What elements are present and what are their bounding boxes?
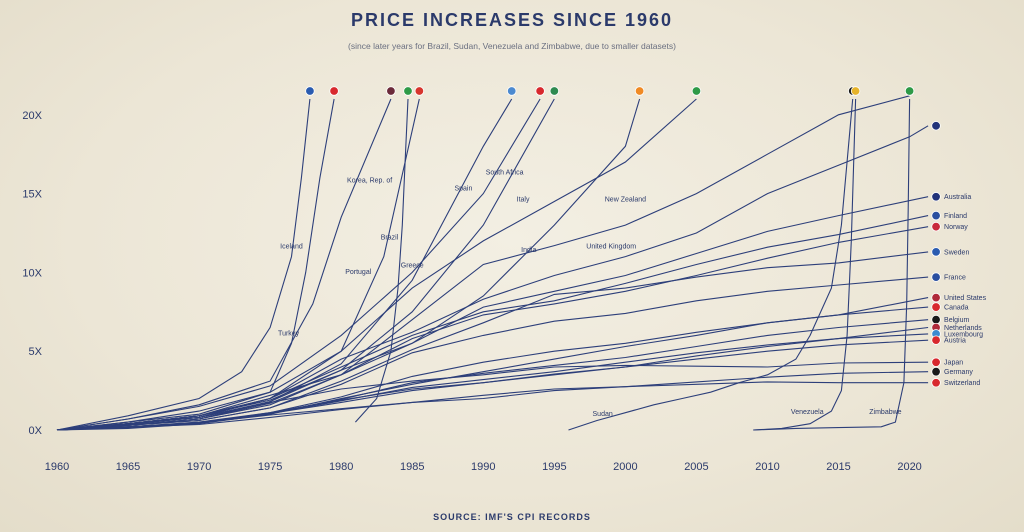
flag-icon	[931, 192, 941, 202]
x-tick-label: 1995	[542, 461, 566, 473]
series-line	[56, 276, 929, 431]
flag-icon	[931, 272, 941, 282]
series-end-label: Australia	[944, 194, 971, 201]
x-tick-label: 1980	[329, 461, 353, 473]
series-inline-label: Venezuela	[791, 409, 824, 416]
x-tick-label: 1970	[187, 461, 211, 473]
flag-icon	[931, 292, 941, 303]
flag-icon	[535, 86, 545, 96]
flag-icon	[329, 86, 339, 96]
flag-icon	[634, 86, 645, 96]
y-tick-label: 0X	[29, 425, 43, 437]
flag-icon	[904, 86, 915, 96]
y-tick-label: 5X	[29, 346, 43, 358]
flag-icon	[931, 378, 941, 388]
series-inline-label: South Africa	[486, 170, 524, 177]
x-tick-label: 2010	[755, 461, 779, 473]
flag-icon	[507, 86, 517, 96]
flag-icon	[850, 86, 861, 96]
flag-icon	[931, 247, 941, 257]
series-inline-label: United Kingdom	[586, 244, 636, 251]
series-inline-label: Spain	[454, 185, 472, 192]
series-inline-label: Korea, Rep. of	[347, 178, 392, 185]
flag-icon	[386, 86, 396, 96]
series-line	[568, 98, 854, 431]
series-line	[56, 98, 392, 431]
series-line	[56, 98, 697, 431]
series-inline-label: New Zealand	[605, 196, 646, 203]
series-inline-label: Brazil	[381, 234, 399, 241]
series-end-label: Switzerland	[944, 380, 980, 387]
y-tick-label: 10X	[22, 267, 42, 279]
flag-icon	[931, 357, 941, 367]
series-line	[56, 98, 420, 431]
x-tick-label: 1975	[258, 461, 282, 473]
series-end-label: Canada	[944, 305, 969, 312]
flag-icon	[931, 302, 941, 312]
series-line	[56, 98, 335, 431]
x-tick-label: 1990	[471, 461, 495, 473]
series-end-label: Norway	[944, 224, 968, 231]
series-inline-label: Italy	[517, 196, 530, 203]
series-lines	[56, 95, 929, 431]
flag-icon	[931, 121, 941, 131]
series-inline-label: Portugal	[345, 269, 372, 276]
series-line	[56, 125, 929, 431]
series-end-label: Finland	[944, 213, 967, 220]
flag-icon	[403, 86, 413, 96]
y-tick-label: 15X	[22, 189, 42, 201]
series-line	[56, 98, 311, 431]
series-line	[56, 226, 929, 431]
series-inline-label: Turkey	[278, 330, 300, 337]
series-end-label: Sweden	[944, 249, 969, 256]
series-line	[56, 251, 929, 431]
y-tick-label: 20X	[22, 110, 42, 122]
series-line	[753, 98, 911, 431]
flag-icon	[931, 314, 941, 325]
series-end-label: Germany	[944, 369, 973, 376]
flag-icon	[931, 221, 941, 232]
series-inline-label: Zimbabwe	[869, 409, 901, 416]
series-end-label: Luxembourg	[944, 331, 983, 338]
series-line	[753, 98, 857, 431]
series-line	[56, 98, 513, 431]
chart-subtitle: (since later years for Brazil, Sudan, Ve…	[348, 41, 676, 51]
x-tick-label: 1960	[45, 461, 69, 473]
x-tick-label: 1985	[400, 461, 424, 473]
chart-title: PRICE INCREASES SINCE 1960	[350, 10, 674, 30]
flag-icon	[691, 86, 702, 96]
series-line	[56, 215, 929, 431]
series-end-label: Japan	[944, 360, 963, 367]
axes: 1960 1965 1970 1975 1980 1985 1990 1995 2000 2005…	[22, 110, 921, 473]
series-end-label: Austria	[944, 338, 966, 345]
x-tick-label: 1965	[116, 461, 140, 473]
x-tick-label: 2020	[897, 461, 921, 473]
series-inline-label: Sudan	[593, 411, 613, 418]
series-line	[56, 98, 641, 431]
flag-icon	[931, 335, 941, 345]
x-tick-label: 2000	[613, 461, 637, 473]
flag-icon	[414, 86, 425, 96]
flag-icon	[549, 86, 560, 96]
flag-icon	[305, 86, 315, 96]
x-tick-label: 2015	[826, 461, 850, 473]
flag-icon	[931, 366, 941, 377]
series-end-label: United States	[944, 295, 987, 302]
flag-icon	[931, 210, 941, 221]
series-inline-label: Iceland	[280, 244, 303, 251]
series-line	[56, 361, 929, 431]
series-labels: Iceland Turkey Korea, Rep. of Brazil Portuga…	[278, 170, 987, 418]
source-note: SOURCE: IMF'S CPI RECORDS	[433, 512, 591, 522]
x-tick-label: 2005	[684, 461, 708, 473]
series-line	[56, 98, 541, 431]
series-end-label: Netherlands	[944, 325, 982, 332]
series-end-label: Belgium	[944, 317, 969, 324]
series-line	[56, 381, 929, 431]
series-inline-label: India	[521, 247, 536, 254]
series-inline-label: Greece	[401, 263, 424, 270]
series-line	[56, 371, 929, 431]
flags	[305, 86, 941, 388]
series-end-label: France	[944, 275, 966, 282]
